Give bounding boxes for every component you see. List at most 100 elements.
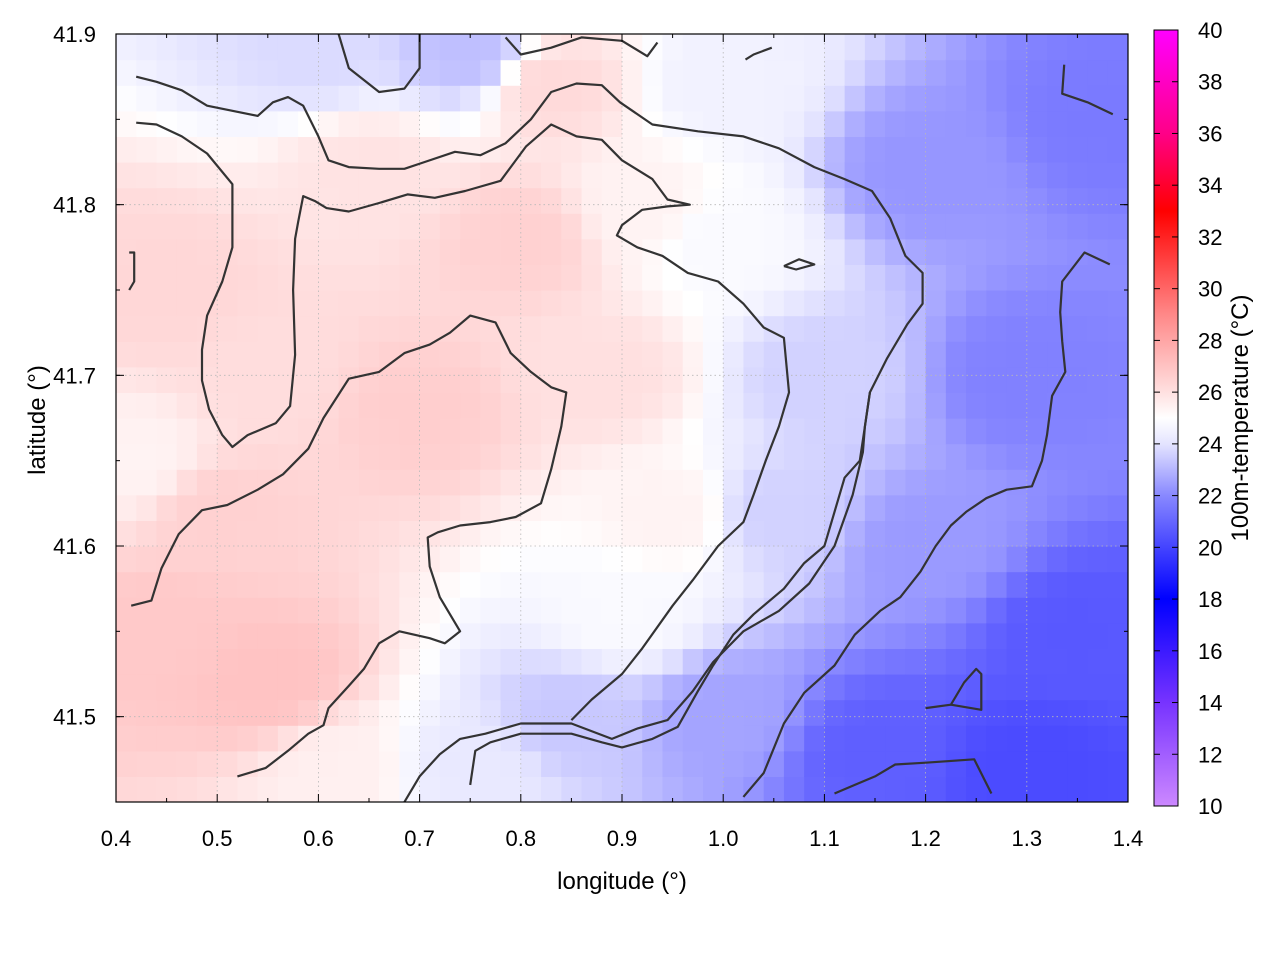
heatmap-cell [925,85,947,112]
heatmap-field [116,34,1128,802]
heatmap-cell [581,366,603,393]
heatmap-cell [257,187,279,214]
heatmap-cell [419,264,441,291]
heatmap-cell [1047,34,1068,61]
heatmap-cell [662,520,684,547]
heatmap-cell [682,571,704,598]
heatmap-cell [682,494,704,521]
x-tick-label: 1.1 [809,826,840,851]
heatmap-cell [439,59,461,86]
heatmap-cell [1047,725,1068,752]
heatmap-cell [439,674,461,701]
heatmap-cell [460,264,481,291]
heatmap-cell [1006,213,1028,240]
heatmap-cell [318,290,340,317]
heatmap-cell [905,546,927,573]
heatmap-cell [196,699,218,726]
heatmap-cell [682,187,704,214]
heatmap-cell [500,776,522,802]
heatmap-cell [601,520,623,547]
heatmap-cell [1087,494,1109,521]
heatmap-cell [217,366,239,393]
heatmap-cell [460,571,481,598]
heatmap-cell [783,750,805,777]
heatmap-cell [318,622,340,649]
heatmap-cell [905,34,927,61]
heatmap-cell [966,136,987,163]
heatmap-cell [581,213,603,240]
heatmap-cell [1047,315,1068,342]
heatmap-cell [257,443,279,470]
heatmap-cell [318,725,340,752]
heatmap-cell [419,366,441,393]
heatmap-cell [945,648,967,675]
heatmap-cell [520,597,542,624]
heatmap-cell [885,776,906,802]
heatmap-cell [1026,59,1048,86]
heatmap-cell [622,469,643,496]
heatmap-cell [318,469,340,496]
heatmap-cell [622,213,643,240]
heatmap-cell [662,290,684,317]
heatmap-cell [1006,187,1028,214]
heatmap-cell [237,162,259,189]
heatmap-cell [1026,34,1048,61]
heatmap-cell [257,34,279,61]
heatmap-cell [460,725,481,752]
heatmap-cell [298,546,319,573]
heatmap-cell [1047,546,1068,573]
heatmap-cell [702,725,724,752]
heatmap-cell [541,238,562,265]
heatmap-cell [500,162,522,189]
heatmap-cell [1067,622,1089,649]
heatmap-cell [723,213,745,240]
heatmap-cell [1006,418,1028,445]
heatmap-cell [257,59,279,86]
heatmap-cell [116,290,137,317]
heatmap-cell [824,264,846,291]
heatmap-cell [885,674,906,701]
heatmap-cell [419,136,441,163]
heatmap-cell [298,750,319,777]
heatmap-cell [804,418,825,445]
heatmap-cell [804,725,825,752]
heatmap-cell [986,699,1008,726]
heatmap-cell [622,136,643,163]
heatmap-cell [945,187,967,214]
heatmap-cell [723,750,745,777]
heatmap-cell [176,418,198,445]
heatmap-cell [1067,136,1089,163]
heatmap-cell [156,34,178,61]
heatmap-cell [338,469,360,496]
heatmap-cell [804,110,825,137]
heatmap-cell [500,110,522,137]
heatmap-cell [338,622,360,649]
heatmap-cell [622,494,643,521]
heatmap-cell [1067,341,1089,368]
heatmap-cell [864,776,886,802]
heatmap-cell [277,187,299,214]
heatmap-cell [358,418,380,445]
heatmap-cell [682,290,704,317]
heatmap-cell [257,418,279,445]
heatmap-cell [763,571,785,598]
heatmap-cell [763,136,785,163]
heatmap-cell [1026,699,1048,726]
heatmap-cell [824,187,846,214]
heatmap-cell [723,494,745,521]
heatmap-cell [136,59,158,86]
heatmap-cell [1107,443,1128,470]
heatmap-cell [723,469,745,496]
heatmap-cell [338,264,360,291]
heatmap-cell [520,648,542,675]
heatmap-cell [156,750,178,777]
heatmap-cell [622,418,643,445]
heatmap-cell [824,341,846,368]
heatmap-cell [217,110,239,137]
heatmap-cell [885,110,906,137]
heatmap-cell [844,750,866,777]
heatmap-cell [723,187,745,214]
contour-line [834,758,993,795]
heatmap-cell [702,238,724,265]
heatmap-cell [885,469,906,496]
